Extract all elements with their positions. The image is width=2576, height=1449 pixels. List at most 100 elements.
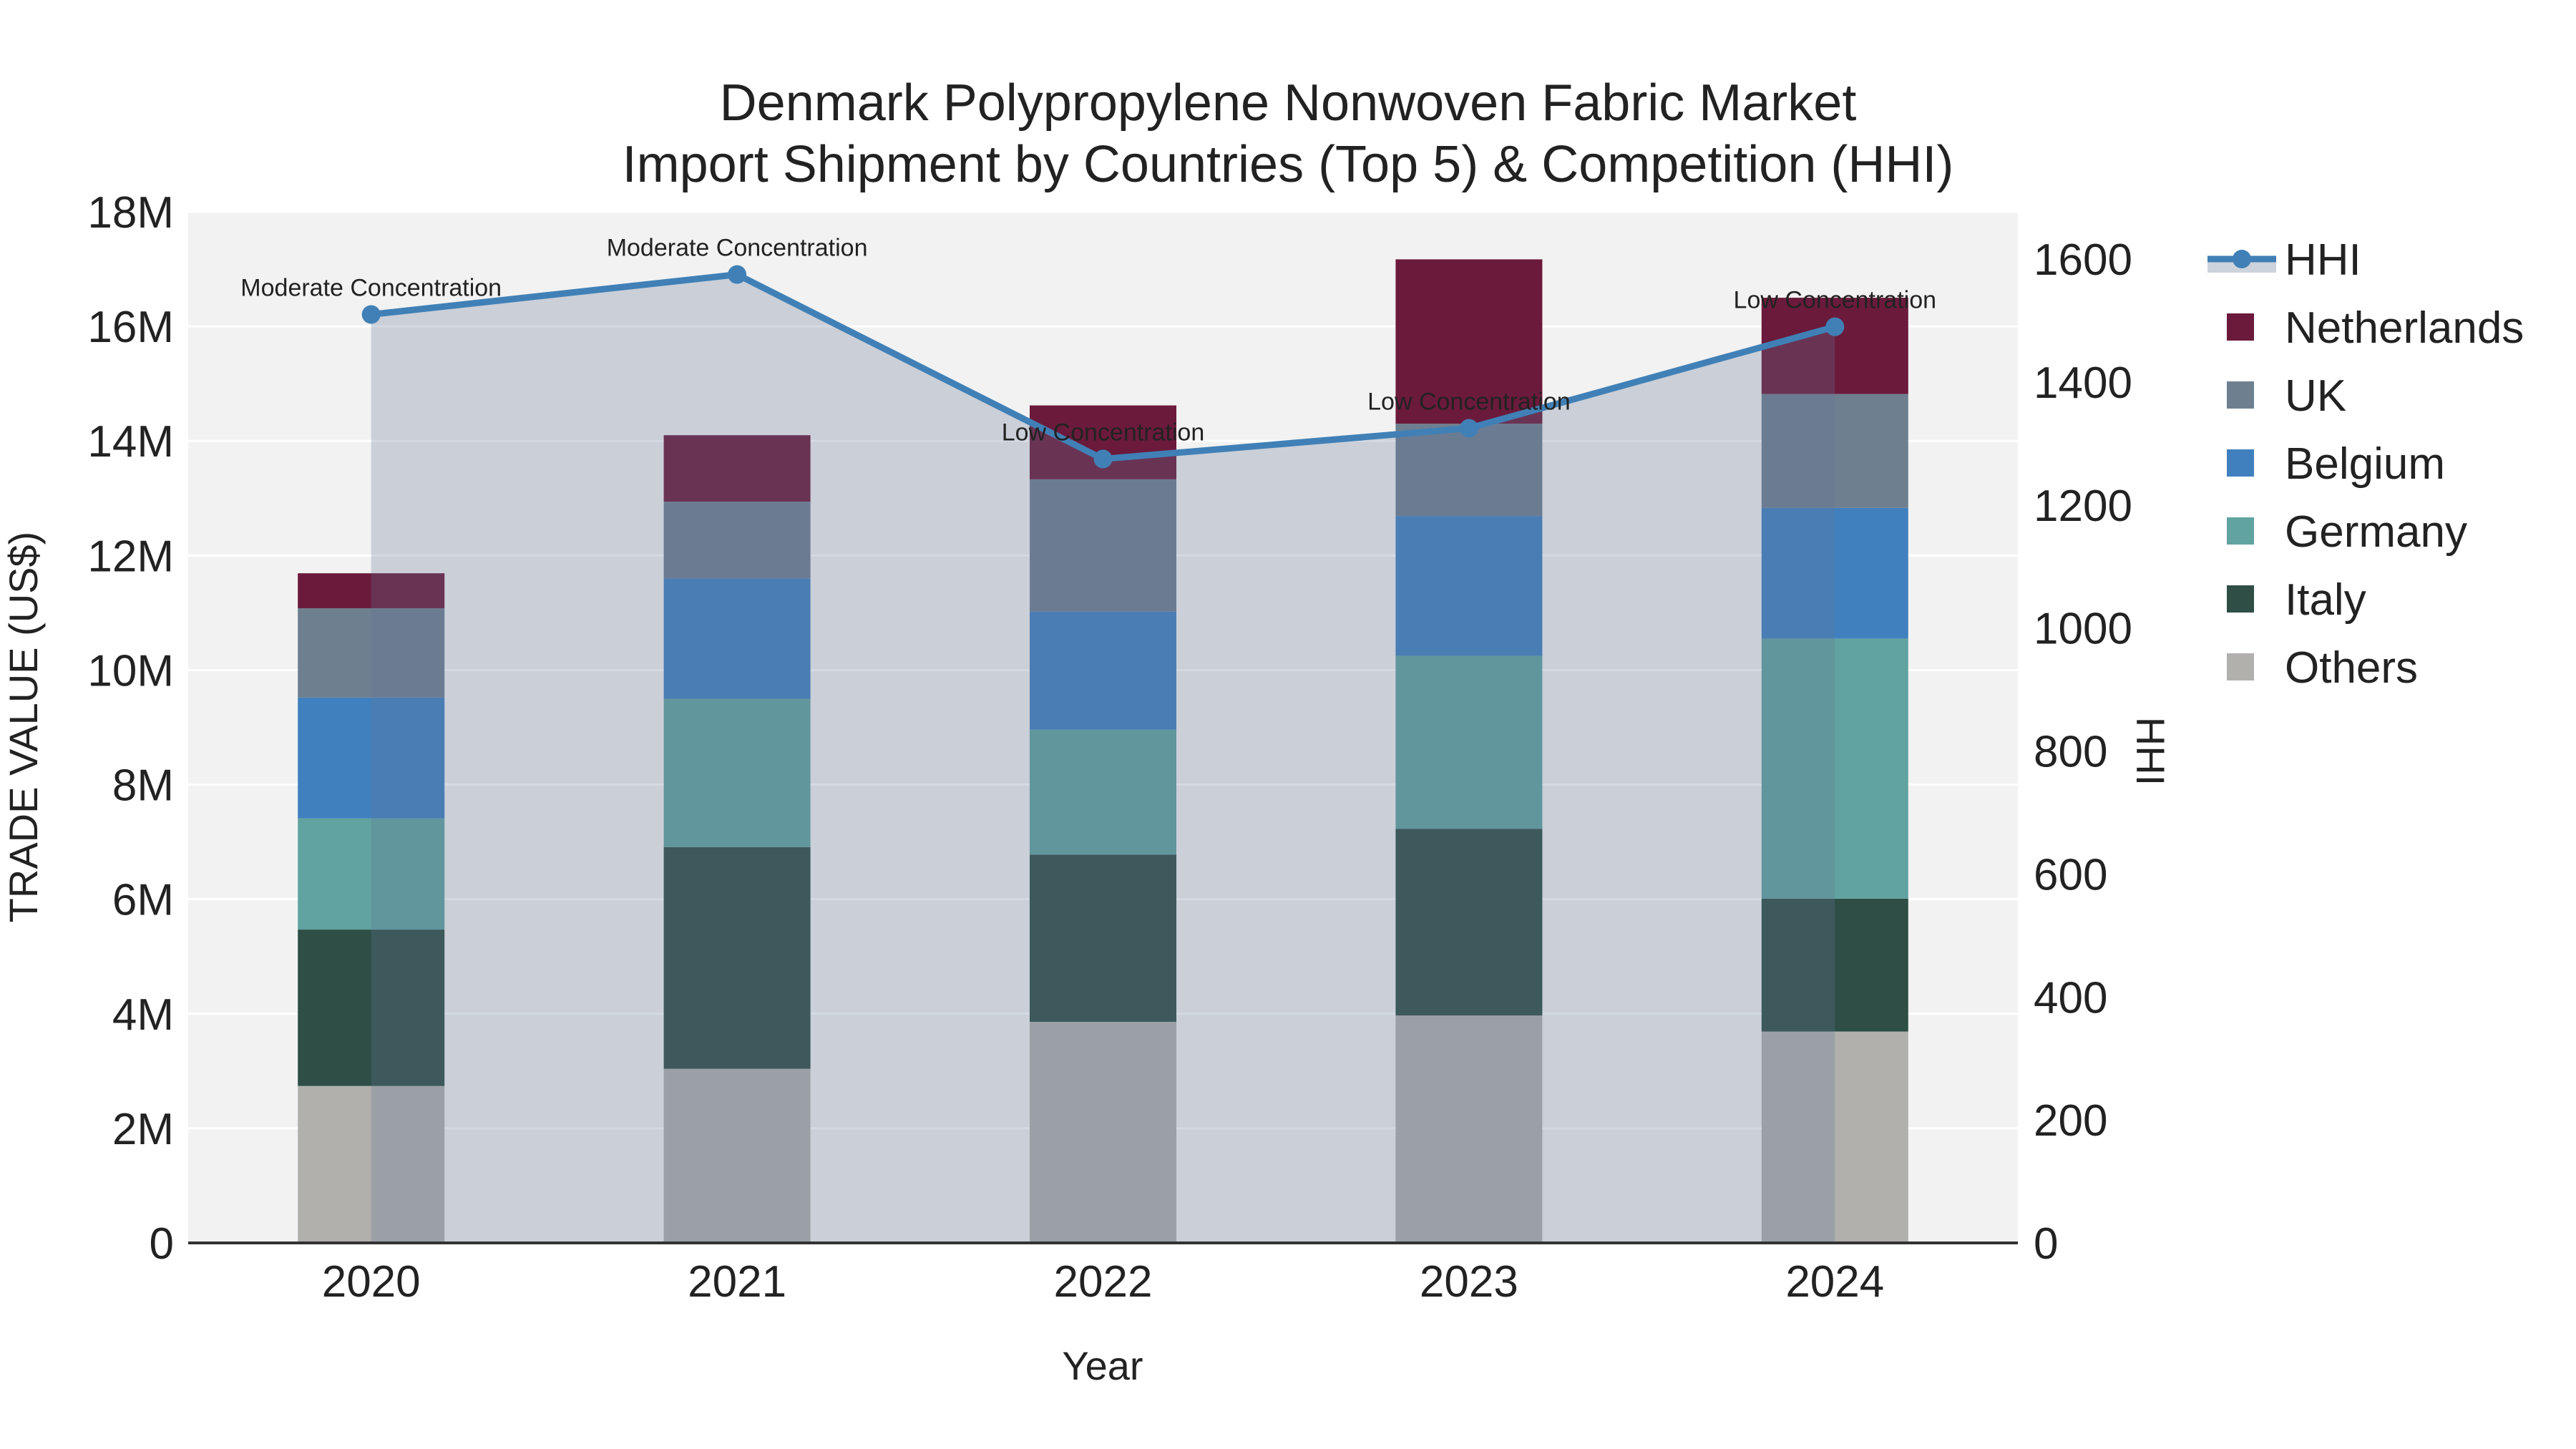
x-tick-2022: 2022 — [1054, 1257, 1153, 1307]
bar-segment-belgium-2020[interactable] — [298, 697, 445, 819]
bar-segment-netherlands-2020[interactable] — [298, 573, 445, 608]
right-tick-400: 400 — [2034, 973, 2107, 1023]
bar-segment-others-2024[interactable] — [1761, 1031, 1908, 1243]
bar-segment-germany-2021[interactable] — [663, 698, 811, 847]
annotation-2022: Low Concentration — [1002, 419, 1205, 446]
bar-segment-belgium-2023[interactable] — [1395, 516, 1543, 656]
right-tick-1200: 1200 — [2034, 482, 2132, 531]
hhi-marker-swatch — [2233, 250, 2251, 268]
legend-label-belgium: Belgium — [2285, 439, 2445, 489]
hhi-fill-polygon — [371, 274, 1835, 1244]
legend-label-hhi: HHI — [2285, 235, 2361, 285]
right-axis-title: HHI — [2128, 717, 2173, 786]
legend-swatch-others — [2227, 653, 2254, 680]
legend-item-germany[interactable]: Germany — [2227, 507, 2467, 557]
bar-segment-netherlands-2021[interactable] — [663, 435, 811, 502]
annotation-2024: Low Concentration — [1734, 287, 1937, 314]
bar-segment-uk-2021[interactable] — [663, 502, 811, 579]
legend-label-netherlands: Netherlands — [2285, 303, 2524, 353]
bar-segment-germany-2020[interactable] — [298, 818, 445, 930]
legend-swatch-italy — [2227, 585, 2254, 613]
bar-segment-others-2020[interactable] — [298, 1085, 445, 1243]
legend-label-germany: Germany — [2285, 507, 2467, 557]
legend-label-others: Others — [2285, 643, 2418, 693]
bar-segment-germany-2022[interactable] — [1030, 729, 1176, 855]
right-tick-1000: 1000 — [2034, 605, 2132, 654]
hhi-marker-2022[interactable] — [1093, 449, 1113, 469]
left-tick-14M: 14M — [87, 417, 174, 467]
bar-segment-others-2022[interactable] — [1030, 1021, 1176, 1243]
legend-swatch-germany — [2227, 517, 2254, 545]
left-tick-4M: 4M — [112, 990, 174, 1040]
bar-segment-italy-2022[interactable] — [1030, 854, 1176, 1022]
bar-segment-germany-2023[interactable] — [1395, 655, 1543, 829]
left-tick-8M: 8M — [112, 761, 174, 811]
hhi-marker-2020[interactable] — [361, 305, 381, 324]
right-axis-ticks: 0 200 400 600 800 1000 1200 1400 1600 — [2034, 235, 2132, 1269]
hhi-marker-2023[interactable] — [1459, 419, 1478, 438]
bar-segment-uk-2022[interactable] — [1030, 479, 1176, 612]
bar-segment-others-2023[interactable] — [1395, 1015, 1543, 1243]
bar-segment-uk-2023[interactable] — [1395, 424, 1543, 517]
left-tick-0: 0 — [150, 1219, 174, 1269]
bar-segment-italy-2020[interactable] — [298, 930, 445, 1086]
right-tick-200: 200 — [2034, 1096, 2107, 1146]
bar-segment-uk-2020[interactable] — [298, 608, 445, 698]
chart-title-line1: Denmark Polypropylene Nonwoven Fabric Ma… — [720, 74, 1857, 132]
bar-segment-italy-2024[interactable] — [1761, 898, 1908, 1032]
legend-item-uk[interactable]: UK — [2227, 371, 2346, 421]
hhi-area-fill — [371, 274, 1835, 1244]
legend-swatch-belgium — [2227, 449, 2254, 477]
right-tick-600: 600 — [2034, 850, 2107, 899]
legend-swatch-uk — [2227, 381, 2254, 409]
legend-item-hhi[interactable]: HHI — [2207, 235, 2361, 285]
x-tick-2023: 2023 — [1420, 1257, 1518, 1307]
annotation-2020: Moderate Concentration — [240, 274, 502, 301]
bar-segment-netherlands-2024[interactable] — [1761, 298, 1908, 394]
legend-item-italy[interactable]: Italy — [2227, 575, 2366, 625]
legend-swatch-netherlands — [2227, 313, 2254, 341]
left-tick-16M: 16M — [87, 303, 174, 352]
left-tick-12M: 12M — [87, 532, 174, 581]
left-axis-ticks: 0 2M 4M 6M 8M 10M 12M 14M 16M 18M — [87, 188, 174, 1269]
legend-item-others[interactable]: Others — [2227, 643, 2418, 693]
left-tick-18M: 18M — [87, 188, 174, 238]
left-tick-6M: 6M — [112, 876, 174, 925]
x-axis-title: Year — [1062, 1343, 1143, 1388]
x-tick-2020: 2020 — [322, 1257, 421, 1307]
stacked-bars — [298, 259, 1908, 1243]
hhi-marker-2024[interactable] — [1825, 317, 1845, 336]
bar-segment-belgium-2024[interactable] — [1761, 507, 1908, 639]
legend-label-uk: UK — [2285, 371, 2346, 421]
right-tick-0: 0 — [2034, 1219, 2058, 1269]
chart-title-line2: Import Shipment by Countries (Top 5) & C… — [623, 136, 1954, 193]
right-tick-1600: 1600 — [2034, 235, 2132, 285]
hhi-line-series — [361, 265, 1845, 469]
right-tick-800: 800 — [2034, 728, 2107, 777]
legend: HHI Netherlands UK Belgium Germany Italy Other… — [2207, 235, 2524, 693]
legend-item-belgium[interactable]: Belgium — [2227, 439, 2445, 489]
bar-segment-italy-2023[interactable] — [1395, 829, 1543, 1016]
bar-segment-belgium-2021[interactable] — [663, 578, 811, 699]
bar-segment-germany-2024[interactable] — [1761, 638, 1908, 899]
legend-item-netherlands[interactable]: Netherlands — [2227, 303, 2524, 353]
annotation-2021: Moderate Concentration — [607, 235, 868, 262]
hhi-marker-2021[interactable] — [728, 265, 747, 284]
annotation-2023: Low Concentration — [1367, 388, 1571, 415]
legend-label-italy: Italy — [2285, 575, 2366, 625]
x-tick-2024: 2024 — [1785, 1257, 1884, 1307]
annotations: Moderate Concentration Moderate Concentra… — [240, 235, 1936, 447]
bar-segment-uk-2024[interactable] — [1761, 394, 1908, 508]
left-tick-2M: 2M — [112, 1105, 174, 1154]
left-tick-10M: 10M — [87, 646, 174, 696]
bar-segment-others-2021[interactable] — [663, 1068, 811, 1243]
x-axis-ticks: 2020 2021 2022 2023 2024 — [322, 1257, 1885, 1307]
bar-segment-italy-2021[interactable] — [663, 847, 811, 1069]
x-tick-2021: 2021 — [688, 1257, 786, 1307]
bar-segment-belgium-2022[interactable] — [1030, 611, 1176, 730]
left-axis-title: TRADE VALUE (US$) — [1, 532, 46, 923]
bar-segment-netherlands-2023[interactable] — [1395, 259, 1543, 424]
right-tick-1400: 1400 — [2034, 358, 2132, 408]
